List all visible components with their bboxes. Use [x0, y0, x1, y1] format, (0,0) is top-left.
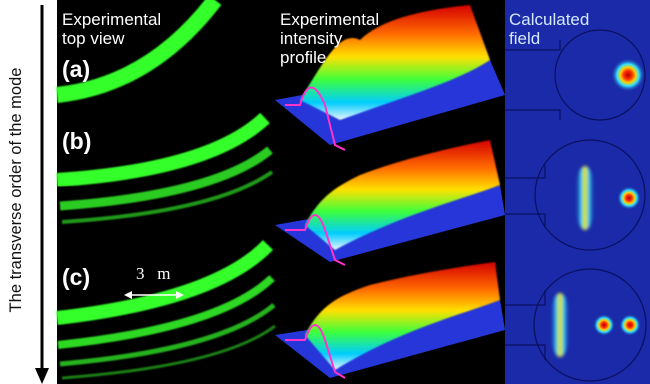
col2-title: Experimental intensity profile [280, 10, 379, 67]
top-view-panel-b [56, 112, 274, 224]
calculated-field-c [505, 268, 647, 382]
col3-title-line2: field [509, 29, 541, 48]
calculated-field-b [505, 139, 646, 251]
col1-title: Experimental top view [62, 10, 161, 48]
col2-title-line1: Experimental [280, 10, 380, 29]
scale-bar-arrow [124, 291, 184, 299]
transverse-order-label: The transverse order of the mode [7, 67, 25, 313]
col2-title-line3: profile [280, 48, 327, 67]
scale-bar-label: 3 m [136, 264, 171, 283]
intensity-profile-b [275, 140, 505, 266]
row-label-c: (c) [62, 264, 91, 290]
top-view-panel-a [56, 0, 222, 103]
col2-title-line2: intensity [280, 29, 343, 48]
row-label-a: (a) [62, 56, 91, 82]
row-label-b: (b) [62, 128, 92, 154]
transverse-order-arrow [35, 5, 49, 384]
top-view-panel-c [56, 240, 276, 380]
col1-title-line1: Experimental [62, 10, 162, 29]
col3-title-line1: Calculated [509, 10, 590, 29]
calculated-field-a [505, 29, 646, 121]
col1-title-line2: top view [62, 29, 125, 48]
intensity-profile-c [275, 262, 505, 379]
intensity-profile-a [275, 5, 505, 151]
col3-title: Calculated field [509, 10, 589, 48]
